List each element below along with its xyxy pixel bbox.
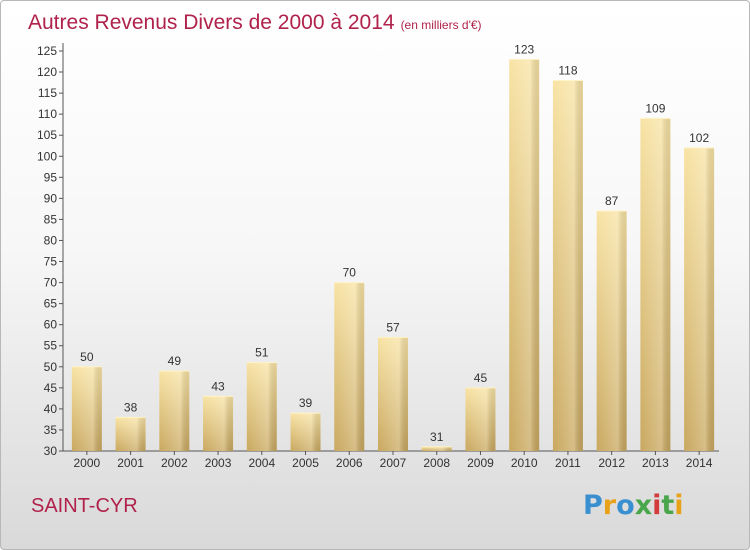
x-tick-label: 2002: [161, 456, 188, 470]
bar-shade: [203, 396, 234, 451]
y-tick-label: 35: [44, 423, 58, 437]
chart-title-text: Autres Revenus Divers de 2000 à 2014: [28, 11, 395, 34]
value-label: 39: [299, 396, 313, 410]
bar-shade: [246, 362, 277, 451]
value-label: 87: [605, 194, 619, 208]
y-tick-label: 70: [44, 276, 58, 290]
proxiti-logo[interactable]: Proxiti: [583, 490, 684, 521]
value-label: 51: [255, 346, 269, 360]
x-tick-label: 2004: [248, 456, 275, 470]
x-tick-label: 2000: [74, 456, 101, 470]
y-tick-label: 100: [37, 149, 57, 163]
y-tick-label: 30: [44, 444, 58, 458]
y-tick-label: 75: [44, 255, 58, 269]
chart-subtitle: (en milliers d'€): [400, 18, 482, 32]
logo-letter: i: [674, 490, 684, 521]
logo-letter: r: [602, 490, 617, 521]
value-label: 102: [689, 131, 709, 145]
x-tick-label: 2013: [642, 456, 669, 470]
x-tick-label: 2014: [686, 456, 713, 470]
y-tick-label: 110: [38, 107, 57, 121]
bar-shade: [596, 211, 627, 451]
bar-shade: [334, 282, 365, 451]
value-label: 49: [168, 354, 182, 368]
x-tick-label: 2007: [380, 456, 407, 470]
y-tick-label: 95: [44, 170, 58, 184]
bar-shade: [421, 446, 452, 451]
value-label: 45: [474, 371, 488, 385]
bar-shade: [159, 371, 190, 451]
value-label: 109: [645, 101, 665, 115]
y-tick-label: 120: [37, 65, 57, 79]
logo-letter: P: [583, 490, 603, 521]
y-tick-label: 45: [44, 381, 58, 395]
x-tick-label: 2005: [292, 456, 319, 470]
bar-shade: [71, 366, 102, 451]
x-tick-label: 2003: [205, 456, 232, 470]
bar-shade: [378, 337, 408, 451]
bars-group: [71, 58, 715, 452]
bar-shade: [290, 413, 321, 451]
x-tick-label: 2008: [423, 456, 450, 470]
x-tick-label: 2001: [117, 456, 144, 470]
y-tick-label: 125: [37, 44, 57, 58]
value-label: 50: [80, 350, 94, 364]
bar-shade: [465, 387, 496, 451]
x-tick-label: 2012: [598, 456, 625, 470]
y-tick-label: 60: [44, 318, 58, 332]
logo-letter: t: [661, 490, 675, 521]
place-name: SAINT-CYR: [31, 495, 138, 517]
logo-letter: o: [616, 490, 635, 521]
y-tick-label: 55: [44, 339, 58, 353]
x-tick-label: 2009: [467, 456, 494, 470]
value-label: 31: [430, 430, 444, 444]
y-tick-label: 85: [44, 212, 58, 226]
y-tick-label: 90: [44, 191, 58, 205]
value-label: 70: [343, 266, 357, 280]
x-tick-label: 2011: [555, 456, 581, 470]
y-tick-label: 80: [44, 233, 58, 247]
bar-shade: [640, 118, 671, 452]
chart-title: Autres Revenus Divers de 2000 à 2014 (en …: [28, 11, 482, 35]
y-tick-label: 65: [44, 297, 58, 311]
bar-shade: [115, 417, 146, 451]
value-label: 57: [386, 320, 400, 334]
y-tick-label: 40: [44, 402, 58, 416]
logo-letter: x: [634, 490, 653, 521]
bar-shade: [509, 59, 540, 451]
value-label: 118: [558, 63, 577, 77]
y-tick-label: 115: [38, 86, 57, 100]
bar-shade: [684, 147, 715, 451]
x-tick-label: 2010: [511, 456, 538, 470]
bar-shade: [552, 80, 583, 451]
x-tick-label: 2006: [336, 456, 363, 470]
value-label: 43: [211, 379, 225, 393]
value-label: 123: [514, 42, 534, 56]
y-tick-label: 50: [44, 360, 58, 374]
y-tick-label: 105: [37, 128, 57, 142]
value-label: 38: [124, 400, 138, 414]
labels-group: 50 2000 38 2001 49 2002 43 2003 51 2004 39 2005 70 20…: [74, 42, 713, 470]
logo-letter: i: [652, 490, 662, 521]
